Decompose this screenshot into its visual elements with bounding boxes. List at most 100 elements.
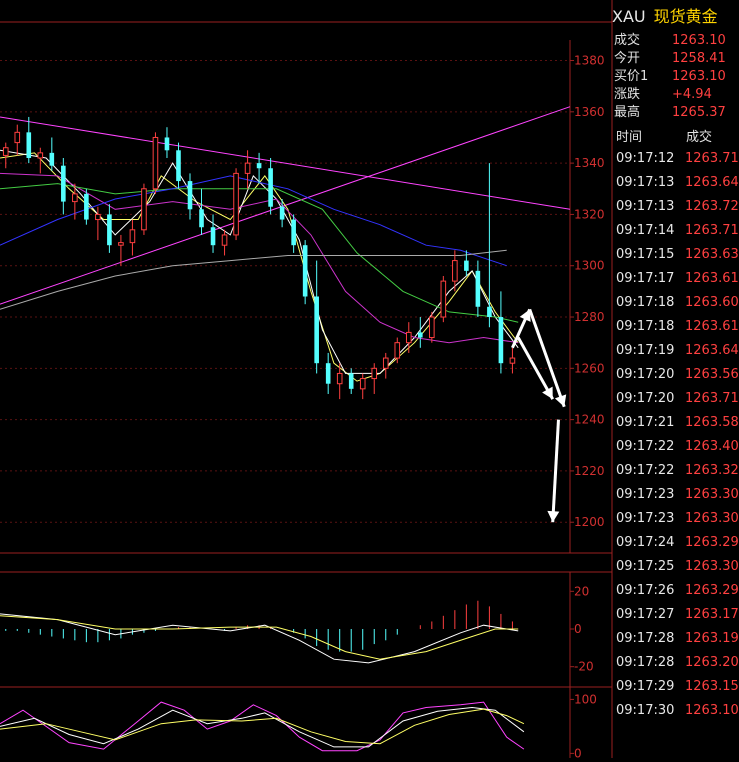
candle-body [256, 163, 262, 169]
tick-time: 09:17:22 [616, 463, 675, 478]
quote-value: 1263.10 [672, 33, 726, 48]
tick-price: 1263.29 [685, 583, 739, 598]
candle-body [129, 229, 136, 244]
tick-price: 1263.58 [685, 415, 739, 430]
tick-row: 09:17:27 1263.17 [616, 607, 739, 631]
kdj-line [0, 706, 525, 748]
candle-body [487, 306, 492, 318]
tick-price: 1263.40 [685, 439, 739, 454]
candle-body [141, 188, 147, 231]
candle-body [440, 280, 447, 318]
tick-price: 1263.71 [685, 223, 739, 238]
y-tick-label: 1340 [574, 156, 605, 170]
candle-body [84, 193, 89, 220]
candle-body [348, 373, 354, 389]
candle-body [498, 317, 504, 364]
candle-body [291, 219, 296, 246]
ticks-header: 时间 成交 [616, 126, 739, 145]
y-tick-label: -20 [574, 660, 594, 674]
tick-row: 09:17:23 1263.30 [616, 511, 739, 535]
tick-time: 09:17:26 [616, 583, 675, 598]
trendline [0, 116, 571, 210]
candle-body [95, 213, 101, 221]
candle-body [359, 378, 366, 390]
moving-average-line [0, 152, 519, 382]
tick-price: 1263.30 [685, 511, 739, 526]
tick-row: 09:17:20 1263.56 [616, 367, 739, 391]
tick-row: 09:17:25 1263.30 [616, 559, 739, 583]
tick-time: 09:17:21 [616, 415, 675, 430]
candle-body [279, 206, 285, 220]
tick-time: 09:17:30 [616, 703, 675, 718]
tick-time: 09:17:22 [616, 439, 675, 454]
candle-body [72, 193, 78, 203]
candle-body [371, 367, 378, 380]
tick-row: 09:17:22 1263.40 [616, 439, 739, 463]
y-tick-label: 1280 [574, 310, 605, 324]
tick-row: 09:17:23 1263.30 [616, 487, 739, 511]
tick-price: 1263.60 [685, 295, 739, 310]
tick-price: 1263.63 [685, 247, 739, 262]
quote-value: 1258.41 [672, 51, 726, 66]
tick-row: 09:17:14 1263.71 [616, 223, 739, 247]
candle-body [429, 316, 435, 339]
macd-line [0, 613, 519, 664]
tick-time: 09:17:27 [616, 607, 675, 622]
tick-price: 1263.30 [685, 559, 739, 574]
annotation-arrow-shaft [551, 419, 560, 523]
tick-time: 09:17:13 [616, 175, 675, 190]
tick-time: 09:17:14 [616, 223, 675, 238]
tick-time: 09:17:18 [616, 295, 675, 310]
tick-price: 1263.64 [685, 343, 739, 358]
candle-body [509, 357, 516, 364]
tick-time: 09:17:20 [616, 391, 675, 406]
candle-body [336, 372, 343, 385]
candle-body [164, 137, 170, 151]
tick-row: 09:17:18 1263.60 [616, 295, 739, 319]
annotation-arrow-head [542, 386, 553, 400]
candle-body [382, 357, 389, 369]
tick-time: 09:17:20 [616, 367, 675, 382]
tick-row: 09:17:28 1263.20 [616, 655, 739, 679]
tick-row: 09:17:17 1263.61 [616, 271, 739, 295]
moving-average-line [0, 249, 507, 310]
tick-price: 1263.32 [685, 463, 739, 478]
tick-time: 09:17:24 [616, 535, 675, 550]
quote-value: 1263.10 [672, 69, 726, 84]
candle-body [405, 331, 412, 344]
candle-body [452, 260, 458, 282]
y-tick-label: 1260 [574, 361, 605, 375]
annotation-arrow-head [547, 510, 560, 523]
tick-time: 09:17:17 [616, 271, 675, 286]
tick-row: 09:17:13 1263.72 [616, 199, 739, 223]
tick-row: 09:17:15 1263.63 [616, 247, 739, 271]
tick-row: 09:17:19 1263.64 [616, 343, 739, 367]
symbol-code: XAU [612, 7, 646, 26]
quote-row-change: 涨跌 +4.94 [614, 83, 712, 102]
macd-panel: 20 0 -20 [0, 584, 594, 674]
tick-row: 09:17:18 1263.61 [616, 319, 739, 343]
y-tick-label: 1380 [574, 54, 605, 68]
tick-time: 09:17:23 [616, 511, 675, 526]
candle-body [475, 270, 481, 307]
quote-label: 买价1 [614, 69, 649, 84]
quote-label: 涨跌 [614, 87, 641, 102]
candle-body [2, 147, 9, 156]
y-tick-label: 1300 [574, 259, 605, 273]
quote-value: +4.94 [672, 87, 712, 102]
ticks-header-price: 成交 [686, 130, 713, 145]
tick-time: 09:17:29 [616, 679, 675, 694]
candle-body [49, 152, 55, 166]
tick-price: 1263.64 [685, 175, 739, 190]
candle-body [394, 342, 401, 359]
tick-price: 1263.10 [685, 703, 739, 718]
quote-label: 最高 [614, 105, 641, 120]
moving-average-line [0, 175, 507, 267]
quote-row-high: 最高 1265.37 [614, 101, 726, 120]
quote-value: 1265.37 [672, 105, 726, 120]
candle-body [268, 168, 273, 207]
tick-row: 09:17:24 1263.29 [616, 535, 739, 559]
tick-row: 09:17:13 1263.64 [616, 175, 739, 199]
